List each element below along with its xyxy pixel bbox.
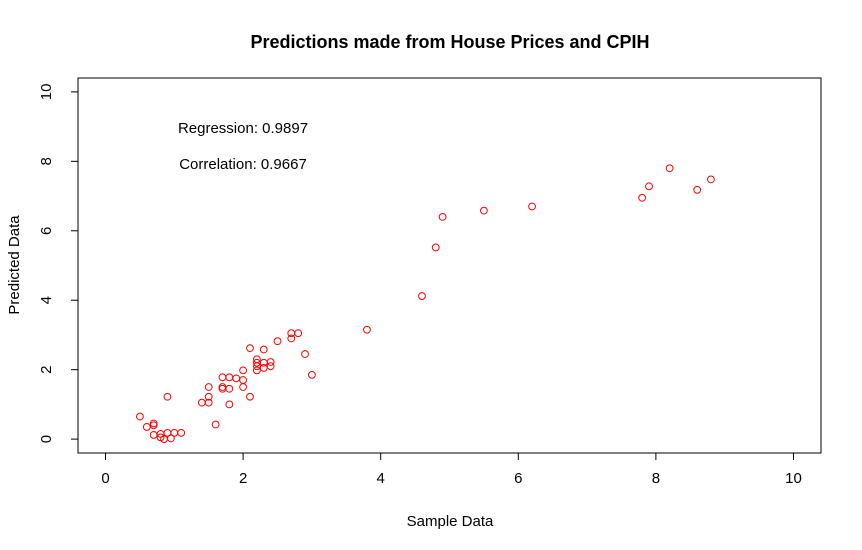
data-point — [136, 412, 144, 421]
data-point — [266, 358, 275, 366]
data-point — [287, 334, 296, 343]
data-point — [693, 185, 702, 194]
x-tick-label: 4 — [377, 470, 385, 487]
data-point — [225, 400, 234, 409]
data-point — [259, 364, 268, 372]
y-tick-label: 8 — [38, 157, 55, 165]
data-point — [266, 362, 275, 371]
data-point — [707, 175, 715, 184]
data-point — [239, 366, 248, 375]
data-points — [136, 164, 715, 444]
data-point — [197, 398, 206, 407]
data-point — [418, 292, 426, 300]
y-tick-label: 4 — [38, 296, 55, 304]
x-tick-label: 2 — [239, 470, 247, 487]
data-point — [149, 421, 158, 430]
data-point — [273, 337, 282, 346]
x-tick-label: 10 — [785, 470, 802, 487]
data-point — [308, 370, 316, 379]
data-point — [163, 392, 172, 401]
data-point — [211, 420, 220, 429]
y-axis: 0 2 4 6 8 10 — [38, 84, 79, 443]
data-point — [204, 383, 213, 391]
x-tick-label: 0 — [101, 470, 109, 487]
regression-annotation: Regression: 0.9897 — [178, 120, 308, 137]
x-axis-label: Sample Data — [407, 513, 494, 530]
data-point — [645, 182, 653, 191]
data-point — [170, 428, 179, 437]
correlation-annotation: Correlation: 0.9667 — [179, 156, 307, 173]
data-point — [294, 329, 303, 338]
data-point — [252, 366, 261, 375]
data-point — [204, 398, 213, 407]
x-axis: 0 2 4 6 8 10 — [101, 452, 802, 487]
y-tick-label: 6 — [38, 227, 55, 235]
data-point — [363, 325, 371, 334]
x-tick-label: 8 — [652, 470, 660, 487]
data-point — [638, 193, 647, 202]
data-point — [166, 434, 175, 443]
y-tick-label: 10 — [38, 84, 55, 101]
chart-title: Predictions made from House Prices and C… — [250, 32, 649, 52]
data-point — [232, 374, 241, 383]
data-point — [431, 243, 440, 252]
data-point — [142, 423, 151, 431]
data-point — [177, 428, 186, 437]
data-point — [218, 373, 227, 382]
data-point — [259, 345, 268, 354]
data-point — [665, 164, 674, 173]
x-tick-label: 6 — [514, 470, 522, 487]
data-point — [225, 384, 234, 393]
data-point — [204, 392, 213, 401]
data-point — [438, 212, 447, 221]
data-point — [239, 376, 248, 384]
y-axis-label: Predicted Data — [6, 215, 23, 315]
y-tick-label: 2 — [38, 365, 55, 373]
data-point — [479, 206, 488, 215]
y-tick-label: 0 — [38, 435, 55, 443]
data-point — [301, 350, 309, 358]
data-point — [225, 373, 234, 382]
data-point — [239, 383, 248, 391]
data-point — [246, 392, 254, 401]
data-point — [246, 344, 254, 353]
data-point — [149, 431, 158, 439]
data-point — [528, 202, 536, 211]
